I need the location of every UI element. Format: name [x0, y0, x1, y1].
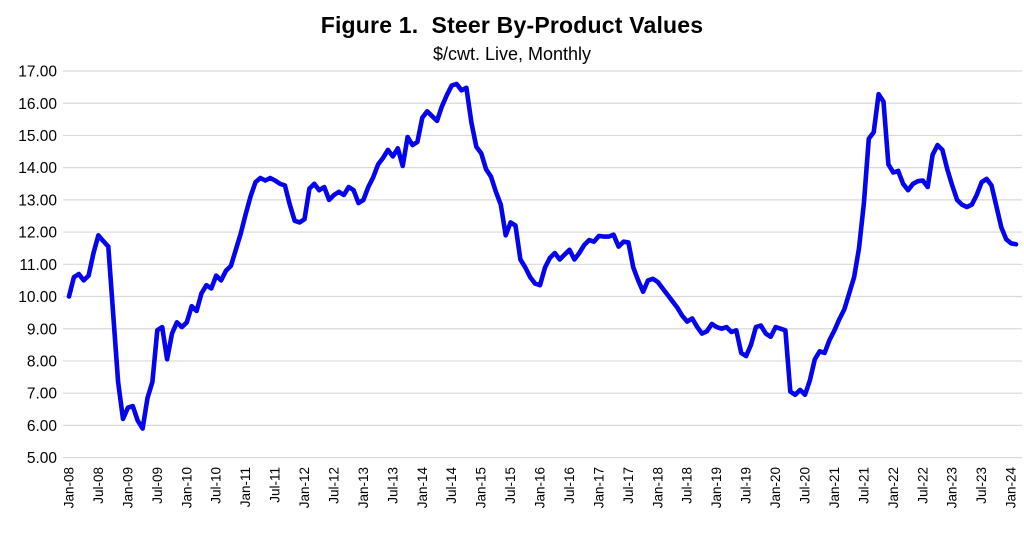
x-tick-label: Jan-13	[356, 467, 371, 508]
y-tick-label: 10.00	[18, 289, 57, 306]
x-tick-label: Jul-11	[268, 467, 283, 503]
x-tick-label: Jul-13	[385, 467, 400, 504]
y-tick-label: 5.00	[27, 450, 58, 467]
x-tick-label: Jan-22	[886, 467, 901, 508]
x-tick-label: Jul-12	[326, 467, 341, 504]
y-tick-label: 15.00	[18, 128, 57, 145]
x-tick-label: Jul-18	[680, 467, 695, 504]
y-axis-labels: 17.00 16.00 15.00 14.00 13.00 12.00 11.00 10.00…	[18, 64, 57, 468]
y-tick-label: 13.00	[18, 192, 57, 209]
x-tick-label: Jul-09	[150, 467, 165, 504]
x-tick-label: Jul-16	[562, 467, 577, 504]
x-tick-label: Jul-22	[915, 467, 930, 504]
y-tick-label: 7.00	[27, 386, 58, 403]
x-tick-label: Jul-23	[974, 467, 989, 504]
x-tick-label: Jan-24	[1004, 467, 1019, 509]
y-tick-label: 12.00	[18, 225, 57, 242]
y-tick-label: 16.00	[18, 96, 57, 113]
chart-title: Figure 1. Steer By-Product Values	[320, 12, 704, 38]
y-tick-label: 9.00	[27, 321, 58, 338]
x-tick-label: Jan-14	[415, 467, 430, 509]
y-tick-label: 6.00	[27, 418, 58, 435]
y-tick-label: 17.00	[18, 64, 57, 81]
x-tick-label: Jul-10	[209, 467, 224, 504]
x-tick-label: Jan-12	[297, 467, 312, 508]
x-tick-label: Jan-11	[238, 467, 253, 507]
x-tick-label: Jan-18	[650, 467, 665, 508]
x-tick-label: Jul-17	[621, 467, 636, 504]
x-tick-label: Jan-23	[945, 467, 960, 508]
y-tick-label: 14.00	[18, 160, 57, 177]
byproduct-value-line	[66, 81, 1019, 431]
x-tick-label: Jan-16	[533, 467, 548, 508]
x-tick-label: Jul-19	[739, 467, 754, 504]
x-tick-label: Jan-20	[768, 467, 783, 508]
x-tick-label: Jan-15	[474, 467, 489, 508]
gridlines	[63, 70, 1022, 459]
x-tick-label: Jan-17	[591, 467, 606, 508]
x-tick-label: Jan-10	[179, 467, 194, 508]
x-tick-label: Jul-20	[798, 467, 813, 504]
x-tick-label: Jan-21	[827, 467, 842, 508]
y-tick-label: 8.00	[27, 354, 58, 371]
x-tick-label: Jan-08	[62, 467, 77, 508]
x-tick-label: Jul-14	[444, 467, 459, 504]
x-axis-labels: Jan-08 Jul-08 Jan-09 Jul-09 Jan-10 Jul-10 Jan-…	[62, 467, 1019, 509]
x-tick-label: Jan-19	[709, 467, 724, 508]
chart-subtitle: $/cwt. Live, Monthly	[432, 44, 592, 64]
x-tick-label: Jul-21	[856, 467, 871, 504]
x-tick-label: Jul-15	[503, 467, 518, 504]
x-tick-label: Jul-08	[91, 467, 106, 504]
x-tick-label: Jan-09	[120, 467, 135, 508]
y-tick-label: 11.00	[19, 257, 57, 274]
